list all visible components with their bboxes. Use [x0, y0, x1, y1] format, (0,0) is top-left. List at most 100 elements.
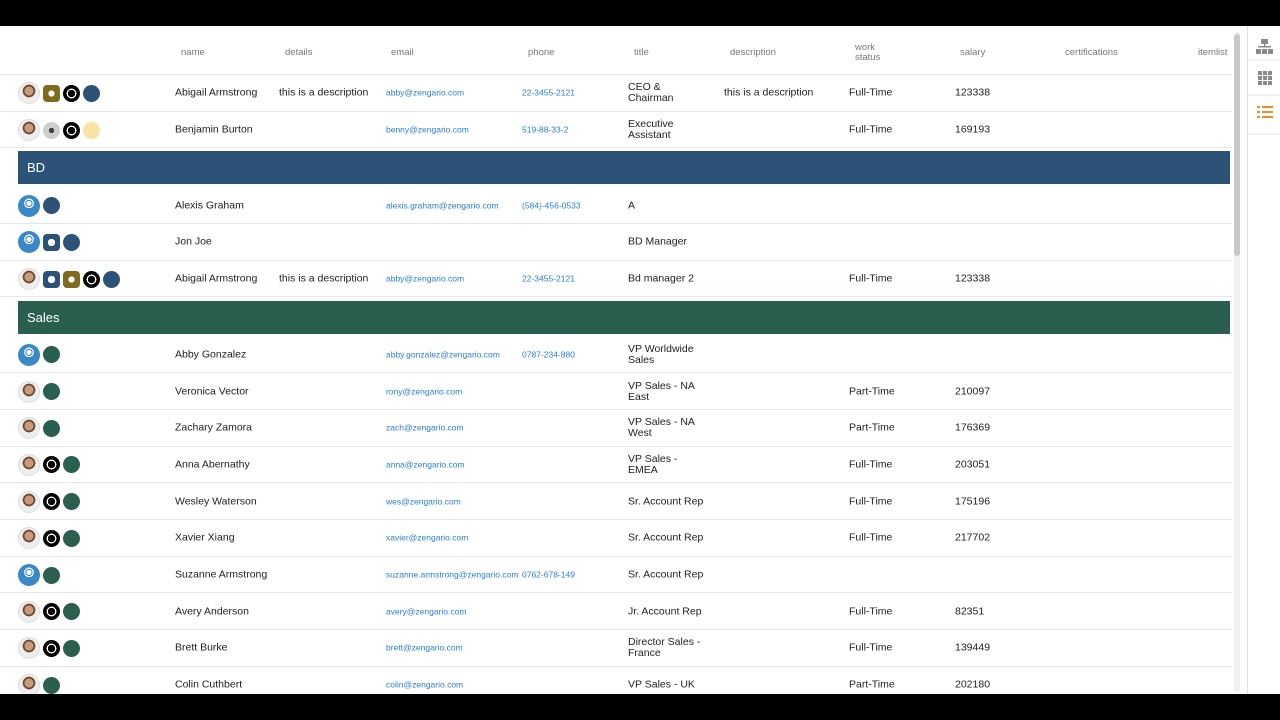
title-cell: VP Sales - NA West	[628, 416, 695, 440]
phone-cell: 519-88-33-2	[522, 124, 569, 135]
phone-cell: (584)-456-0533	[522, 200, 581, 211]
work-status-cell: Full-Time	[849, 86, 893, 99]
email-cell: benny@zengario.com	[386, 124, 469, 135]
badge	[43, 346, 60, 364]
group-header[interactable]: Sales	[18, 300, 1230, 334]
phone-cell: 22-3455-2121	[522, 273, 575, 284]
name-cell: Jon Joe	[175, 235, 212, 248]
data-row[interactable]: Suzanne Armstrong suzanne.armstrong@zenga…	[0, 557, 1232, 594]
salary-cell: 203051	[955, 458, 991, 471]
data-row[interactable]: Wesley Waterson wes@zengario.com Sr. Accou…	[0, 483, 1232, 520]
details-cell: this is a description	[279, 272, 369, 285]
email-cell: zach@zengario.com	[386, 422, 464, 433]
email-cell: anna@zengario.com	[386, 459, 465, 470]
name-cell: Anna Abernathy	[175, 458, 250, 471]
email-cell: wes@zengario.com	[386, 496, 461, 507]
data-row[interactable]: Anna Abernathy anna@zengario.com VP Sales …	[0, 447, 1232, 484]
salary-cell: 123338	[955, 86, 991, 99]
column-header[interactable]: work status	[855, 42, 881, 63]
column-header[interactable]: name	[181, 47, 205, 58]
data-row[interactable]: Brett Burke brett@zengario.com Director Sa…	[0, 630, 1232, 667]
name-cell: Avery Anderson	[175, 605, 249, 618]
badge	[43, 529, 60, 547]
badge	[43, 493, 60, 511]
org-chart-icon[interactable]	[1256, 39, 1273, 54]
scroll-thumb[interactable]	[1234, 34, 1240, 256]
email-cell: suzanne.armstrong@zengario.com	[386, 569, 519, 580]
badge	[63, 84, 80, 102]
list-icon[interactable]	[1257, 106, 1273, 118]
scrollbar[interactable]	[1234, 32, 1240, 692]
data-grid: name details email phone title description wor…	[0, 26, 1232, 694]
column-header[interactable]: phone	[528, 47, 555, 58]
name-cell: Suzanne Armstrong	[175, 568, 268, 581]
badge	[43, 566, 60, 584]
salary-cell: 210097	[955, 385, 991, 398]
data-row[interactable]: Avery Anderson avery@zengario.com Jr. Acco…	[0, 593, 1232, 631]
badge	[83, 121, 100, 139]
column-header[interactable]: itemlist	[1198, 47, 1228, 58]
column-header[interactable]: details	[285, 47, 313, 58]
badge	[43, 456, 60, 474]
work-status-cell: Full-Time	[849, 458, 893, 471]
data-row[interactable]: Veronica Vector rony@zengario.com VP Sales…	[0, 373, 1232, 410]
avatar	[18, 490, 40, 513]
work-status-cell: Part-Time	[849, 421, 895, 434]
name-cell: Abby Gonzalez	[175, 348, 247, 361]
column-header[interactable]: certifications	[1065, 47, 1118, 58]
data-row[interactable]: Zachary Zamora zach@zengario.com VP Sales …	[0, 410, 1232, 447]
data-row[interactable]: Alexis Graham alexis.graham@zengario.com (…	[0, 187, 1232, 225]
name-cell: Wesley Waterson	[175, 495, 257, 508]
group-header[interactable]: BD	[18, 151, 1230, 185]
name-cell: Zachary Zamora	[175, 421, 253, 434]
phone-cell: 22-3455-2121	[522, 87, 575, 98]
column-header[interactable]: email	[391, 47, 414, 58]
title-cell: VP Sales - UK	[628, 678, 695, 691]
title-cell: A	[628, 199, 636, 212]
work-status-cell: Full-Time	[849, 272, 893, 285]
avatar	[18, 417, 40, 440]
email-cell: rony@zengario.com	[386, 386, 463, 397]
column-header[interactable]: description	[730, 47, 776, 58]
data-row[interactable]: Jon Joe BD Manager	[0, 224, 1232, 261]
avatar	[18, 527, 40, 550]
salary-cell: 123338	[955, 272, 991, 285]
data-row[interactable]: Abby Gonzalez abby.gonzalez@zengario.com 0…	[0, 337, 1232, 374]
column-header[interactable]: salary	[960, 47, 986, 58]
data-row[interactable]: Colin Cuthbert colin@zengario.com VP Sales…	[0, 667, 1232, 694]
avatar	[18, 82, 40, 105]
name-cell: Abigail Armstrong	[175, 86, 258, 99]
badge	[63, 639, 80, 657]
grid-icon[interactable]	[1258, 71, 1272, 85]
salary-cell: 139449	[955, 641, 991, 654]
data-row[interactable]: Xavier Xiang xavier@zengario.com Sr. Accou…	[0, 520, 1232, 557]
data-row[interactable]: Benjamin Burton benny@zengario.com 519-88-…	[0, 112, 1232, 149]
data-row[interactable]: Abigail Armstrong this is a description ab…	[0, 261, 1232, 298]
name-cell: Xavier Xiang	[175, 531, 235, 544]
avatar	[18, 600, 40, 623]
badge	[63, 603, 80, 621]
name-cell: Colin Cuthbert	[175, 678, 243, 691]
data-row[interactable]: Abigail Armstrong this is a description ab…	[0, 75, 1232, 112]
phone-cell: 0787-234-880	[522, 349, 575, 360]
column-header[interactable]: title	[634, 47, 649, 58]
name-cell: Brett Burke	[175, 641, 228, 654]
title-cell: VP Sales - NA East	[628, 379, 695, 403]
avatar	[18, 231, 40, 254]
badge	[103, 270, 120, 288]
badge	[63, 529, 80, 547]
badge	[63, 456, 80, 474]
avatar	[18, 268, 40, 291]
description-cell: this is a description	[724, 86, 814, 99]
badge	[43, 121, 60, 139]
badge	[43, 233, 60, 251]
badge	[63, 270, 80, 288]
work-status-cell: Full-Time	[849, 495, 893, 508]
title-cell: VP Worldwide Sales	[628, 342, 694, 366]
work-status-cell: Full-Time	[849, 605, 893, 618]
salary-cell: 169193	[955, 123, 991, 136]
title-cell: Sr. Account Rep	[628, 531, 704, 544]
avatar	[18, 119, 40, 142]
badge	[83, 84, 100, 102]
avatar	[18, 637, 40, 660]
